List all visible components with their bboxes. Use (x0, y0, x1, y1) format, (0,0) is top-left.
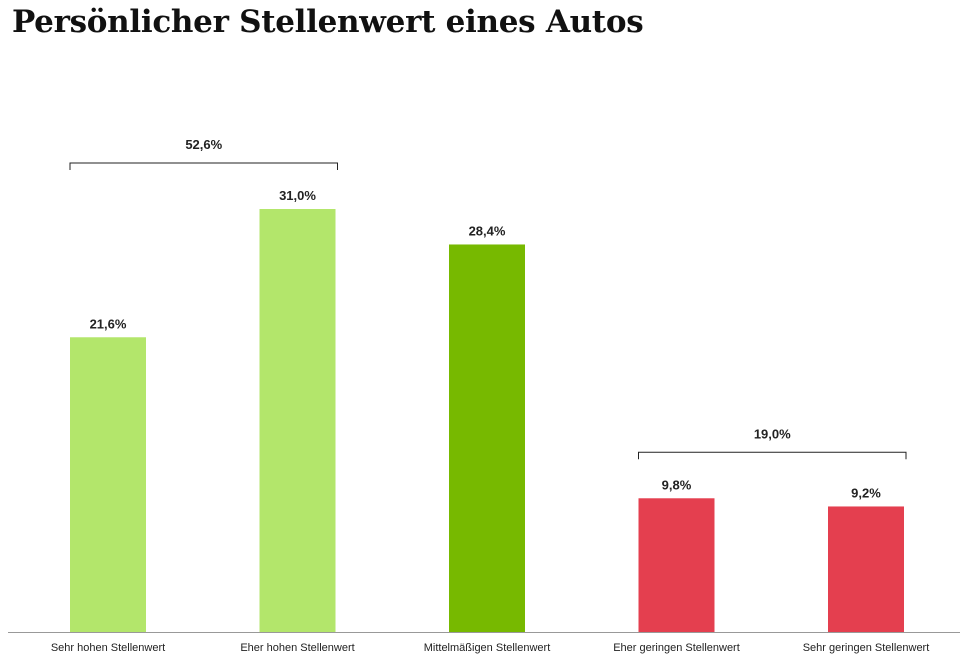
bar (828, 506, 904, 632)
x-tick-label: Mittelmäßigen Stellenwert (424, 642, 551, 654)
page-title: Persönlicher Stellenwert eines Autos (12, 4, 644, 40)
bar (638, 498, 715, 632)
bracket-label: 52,6% (185, 137, 222, 152)
data-label: 21,6% (90, 316, 127, 331)
x-tick-label: Sehr hohen Stellenwert (51, 642, 165, 654)
bracket (69, 162, 338, 170)
data-label: 31,0% (279, 188, 316, 203)
x-tick-label: Eher hohen Stellenwert (240, 642, 354, 654)
x-tick-label: Sehr geringen Stellenwert (803, 642, 930, 654)
data-label: 9,8% (662, 477, 692, 492)
bracket (638, 451, 907, 460)
bar (70, 337, 146, 632)
bar (259, 209, 336, 632)
data-label: 28,4% (469, 223, 506, 238)
bracket-label: 19,0% (754, 426, 791, 441)
data-label: 9,2% (851, 485, 881, 500)
bar (449, 244, 525, 632)
x-tick-label: Eher geringen Stellenwert (613, 642, 740, 654)
